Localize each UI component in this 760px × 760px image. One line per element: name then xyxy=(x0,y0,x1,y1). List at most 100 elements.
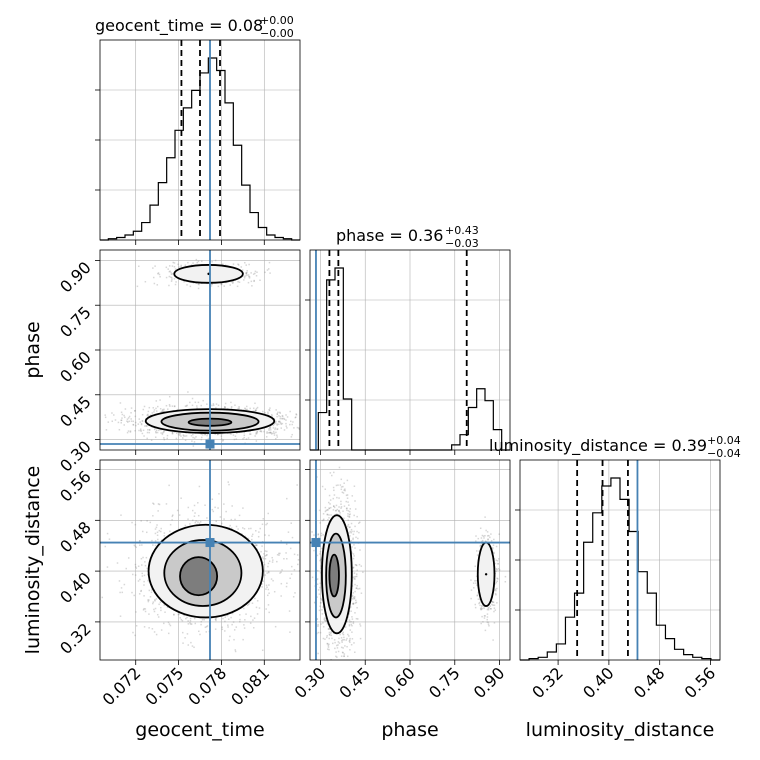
sample-point xyxy=(340,478,343,481)
sample-point xyxy=(203,433,206,436)
sample-point xyxy=(259,430,261,433)
sample-point xyxy=(141,420,144,423)
sample-point xyxy=(276,553,279,556)
sample-point xyxy=(266,554,268,556)
sample-point xyxy=(359,625,362,627)
sample-point xyxy=(193,437,196,439)
sample-point xyxy=(210,285,213,287)
sample-point xyxy=(317,623,319,626)
sample-point xyxy=(345,639,347,641)
contour-line xyxy=(147,523,264,619)
sample-point xyxy=(239,614,241,616)
sample-point xyxy=(243,627,246,629)
sample-point xyxy=(331,637,333,640)
sample-point xyxy=(362,571,364,574)
sample-point xyxy=(253,617,256,619)
sample-point xyxy=(351,624,353,627)
sample-point xyxy=(275,420,277,423)
sample-point xyxy=(262,557,264,560)
sample-point xyxy=(224,630,226,632)
sample-point xyxy=(333,639,336,641)
sample-point xyxy=(227,618,230,620)
sample-point xyxy=(154,265,156,267)
sample-point xyxy=(278,420,281,423)
sample-point xyxy=(338,497,340,499)
sample-point xyxy=(353,576,356,578)
sample-point xyxy=(357,618,359,620)
sample-point xyxy=(134,634,136,637)
sample-point xyxy=(352,602,355,605)
sample-point xyxy=(483,615,486,617)
hist-step-line xyxy=(520,477,720,661)
contour-line xyxy=(163,539,243,607)
sample-point xyxy=(342,485,344,488)
sample-point xyxy=(279,412,282,414)
sample-point xyxy=(332,677,334,679)
sample-point xyxy=(354,612,356,614)
sample-point xyxy=(356,515,358,518)
sample-point xyxy=(157,616,160,618)
sample-point xyxy=(168,484,170,487)
sample-point xyxy=(278,420,280,423)
sample-point xyxy=(202,399,204,402)
sample-point xyxy=(182,437,184,439)
sample-point xyxy=(293,427,295,429)
sample-point xyxy=(268,560,271,563)
sample-point xyxy=(248,601,251,604)
sample-point xyxy=(119,591,121,594)
sample-point xyxy=(156,613,159,616)
sample-point xyxy=(322,637,325,640)
sample-point xyxy=(320,623,322,625)
sample-point xyxy=(169,624,172,627)
sample-point xyxy=(255,275,258,277)
sample-point xyxy=(268,432,270,434)
sample-point xyxy=(311,531,313,533)
sample-point xyxy=(170,276,172,278)
sample-point xyxy=(322,534,324,536)
sample-point xyxy=(332,486,335,489)
sample-point xyxy=(350,643,353,646)
sample-point xyxy=(338,642,341,644)
sample-point xyxy=(333,489,335,492)
sample-point xyxy=(337,484,339,486)
sample-point xyxy=(167,408,169,410)
sample-point xyxy=(151,589,153,591)
sample-point xyxy=(263,430,265,433)
sample-point xyxy=(356,584,358,587)
sample-point xyxy=(222,263,224,266)
sample-point xyxy=(267,570,270,573)
sample-point xyxy=(224,616,226,618)
sample-point xyxy=(319,559,321,562)
sample-point xyxy=(162,410,165,413)
sample-point xyxy=(193,515,196,517)
sample-point xyxy=(158,273,161,276)
sample-point xyxy=(303,424,305,426)
sample-point xyxy=(116,562,119,564)
sample-point xyxy=(111,412,113,414)
sample-point xyxy=(168,284,170,287)
sample-point xyxy=(272,579,274,582)
sample-point xyxy=(132,424,135,426)
sample-point xyxy=(165,503,168,505)
hist-frame xyxy=(309,249,511,451)
sample-point xyxy=(227,624,229,626)
sample-point xyxy=(297,563,299,566)
sample-point xyxy=(352,567,355,569)
sample-point xyxy=(155,431,157,434)
sample-point xyxy=(317,625,319,627)
sample-point xyxy=(153,631,156,633)
sample-point xyxy=(159,276,161,278)
sample-point xyxy=(340,488,343,491)
sample-point xyxy=(172,514,174,516)
sample-point xyxy=(344,645,346,647)
sample-point xyxy=(114,419,117,421)
sample-point xyxy=(230,527,233,529)
sample-point xyxy=(351,598,354,600)
sample-point xyxy=(138,593,141,595)
sample-point xyxy=(254,402,256,405)
sample-point xyxy=(168,270,171,273)
sample-point xyxy=(134,574,137,576)
sample-point xyxy=(329,506,332,509)
sample-point xyxy=(174,268,177,270)
sample-point xyxy=(168,275,171,278)
